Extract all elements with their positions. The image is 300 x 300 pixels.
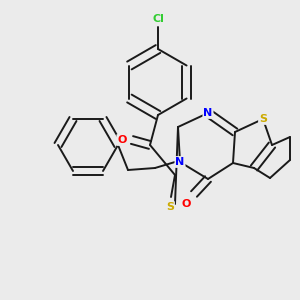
Text: O: O <box>117 135 127 145</box>
Text: O: O <box>181 199 191 209</box>
Text: N: N <box>203 108 213 118</box>
Text: N: N <box>176 157 184 167</box>
Text: Cl: Cl <box>152 14 164 24</box>
Text: S: S <box>166 202 174 212</box>
Text: S: S <box>259 114 267 124</box>
